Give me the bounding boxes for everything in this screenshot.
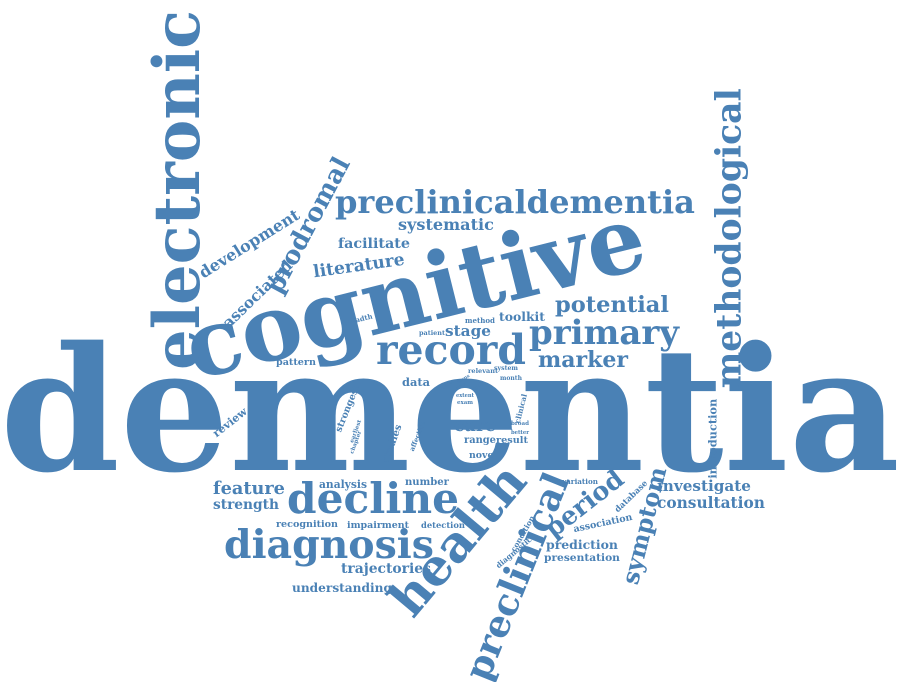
word: number (405, 477, 449, 488)
word: extent (456, 392, 474, 399)
word: analysis (319, 477, 367, 491)
word: month (500, 375, 522, 382)
word: marker (538, 347, 628, 373)
word: stage (445, 321, 491, 340)
word: understanding (292, 581, 392, 595)
word: relevant (468, 366, 498, 375)
word: methodological (709, 87, 750, 388)
word: range (464, 435, 496, 446)
word: pattern (276, 357, 316, 368)
word: diagnosis (224, 521, 434, 568)
word: potential (555, 291, 669, 318)
word: novel (469, 449, 497, 461)
word: recognition (276, 519, 338, 530)
word: trajectories (341, 561, 431, 577)
word: record (376, 325, 526, 374)
word: primary (529, 313, 679, 353)
word: toolkit (499, 309, 545, 324)
word: systematic (398, 215, 494, 234)
word: system (494, 365, 518, 372)
word: introduction (705, 398, 720, 479)
word: patient (419, 329, 445, 337)
word: result (496, 435, 528, 446)
word: better (511, 429, 529, 436)
word: preclinicaldementia (335, 183, 695, 221)
word: variation (562, 476, 598, 486)
word: detection (421, 520, 465, 530)
word: care (454, 415, 497, 436)
word: facilitate (338, 236, 410, 252)
word: prediction (546, 537, 618, 552)
word: dementia (0, 310, 900, 511)
word: investigate (657, 476, 751, 495)
word: data (402, 374, 430, 389)
word: impairment (347, 519, 409, 531)
word: broad (511, 421, 529, 427)
word: electronic (140, 9, 216, 370)
word: presentation (544, 550, 620, 564)
word: strength (213, 497, 279, 513)
word: exam (457, 399, 473, 406)
word: feature (213, 478, 285, 499)
word: method (465, 315, 495, 325)
word: consultation (657, 493, 765, 512)
word: decline (287, 473, 459, 523)
